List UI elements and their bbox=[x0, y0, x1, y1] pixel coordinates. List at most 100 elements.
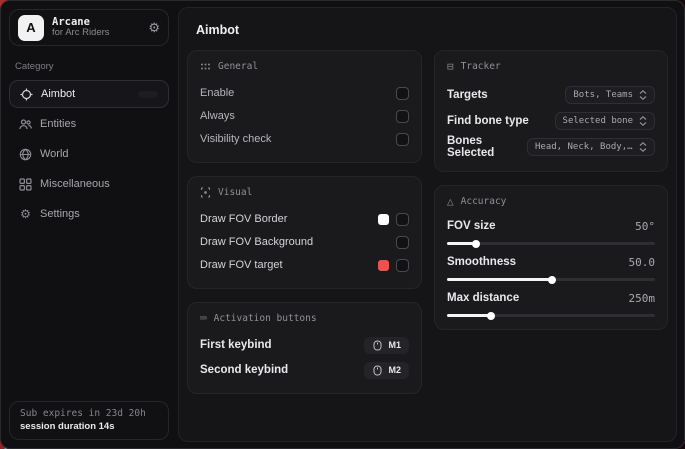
session-duration-text: session duration 14s bbox=[20, 421, 115, 432]
slider-group-smoothness: Smoothness 50.0 bbox=[447, 253, 655, 284]
setting-label: Draw FOV Border bbox=[200, 213, 288, 225]
dropdown-value: Head, Neck, Body, Pe... bbox=[535, 141, 633, 152]
keybind-value: M1 bbox=[388, 340, 401, 350]
keybind-button-first[interactable]: M1 bbox=[364, 336, 409, 354]
tracker-panel: ⊟ Tracker Targets Bots, Teams Fin bbox=[434, 50, 668, 172]
panel-title: Activation buttons bbox=[213, 313, 317, 324]
setting-row: Visibility check bbox=[200, 128, 409, 150]
accuracy-panel: △ Accuracy FOV size 50° bbox=[434, 185, 668, 330]
dropdown-find-bone-type[interactable]: Selected bone bbox=[554, 111, 655, 130]
general-panel: General Enable Always Visibility check bbox=[187, 50, 422, 163]
gear-icon: ⚙ bbox=[20, 207, 31, 221]
setting-label: Find bone type bbox=[447, 114, 529, 127]
dropdown-value: Bots, Teams bbox=[573, 89, 633, 100]
setting-row: Targets Bots, Teams bbox=[447, 82, 655, 107]
sidebar-item-entities[interactable]: Entities bbox=[9, 110, 169, 138]
slider-group-fov-size: FOV size 50° bbox=[447, 217, 655, 248]
triangle-icon: △ bbox=[447, 195, 454, 208]
setting-row: Draw FOV Background bbox=[200, 231, 409, 253]
setting-label: Draw FOV Background bbox=[200, 236, 314, 248]
grid-icon bbox=[19, 177, 32, 191]
main-panel: Aimbot General bbox=[178, 7, 677, 442]
dropdown-bones-selected[interactable]: Head, Neck, Body, Pe... bbox=[527, 137, 655, 156]
grid-dots-icon bbox=[200, 61, 211, 72]
sidebar-item-world[interactable]: World bbox=[9, 140, 169, 168]
keybind-value: M2 bbox=[388, 365, 401, 375]
setting-row: Draw FOV target bbox=[200, 254, 409, 276]
slider-smoothness[interactable] bbox=[447, 275, 655, 284]
sidebar-item-aimbot[interactable]: Aimbot bbox=[9, 80, 169, 108]
brand-subtitle: for Arc Riders bbox=[52, 27, 110, 39]
checkbox-enable[interactable] bbox=[396, 86, 409, 100]
unfold-icon bbox=[639, 89, 647, 100]
panel-title: Tracker bbox=[460, 61, 501, 72]
slider-label: Smoothness bbox=[447, 256, 517, 268]
keybind-hint bbox=[138, 90, 158, 98]
keyboard-icon: ⌨ bbox=[200, 312, 207, 325]
brand-title: Arcane bbox=[52, 16, 90, 28]
mouse-icon bbox=[373, 365, 382, 375]
setting-row: First keybind M1 bbox=[200, 334, 409, 356]
setting-row: Always bbox=[200, 105, 409, 127]
sidebar-item-label: Entities bbox=[40, 118, 77, 130]
brand-text: Arcane for Arc Riders bbox=[52, 16, 140, 39]
sub-expiry-text: Sub expires in 23d 20h bbox=[20, 408, 146, 419]
settings-gear-icon[interactable]: ⚙ bbox=[148, 20, 160, 35]
panel-title: General bbox=[218, 61, 259, 72]
subscription-card: Sub expires in 23d 20h session duration … bbox=[9, 401, 169, 440]
users-icon bbox=[19, 118, 32, 131]
sidebar-item-label: Aimbot bbox=[41, 88, 76, 100]
checkbox-draw-fov-background[interactable] bbox=[396, 235, 409, 249]
setting-label: Visibility check bbox=[200, 133, 272, 145]
setting-label: Bones Selected bbox=[447, 134, 495, 159]
setting-row: Find bone type Selected bone bbox=[447, 108, 655, 133]
slider-label: Max distance bbox=[447, 292, 520, 304]
setting-row: Second keybind M2 bbox=[200, 359, 409, 381]
unfold-icon bbox=[639, 141, 647, 152]
slider-max-distance[interactable] bbox=[447, 311, 655, 320]
sidebar-item-label: Miscellaneous bbox=[40, 178, 110, 190]
slider-value: 250m bbox=[628, 291, 656, 305]
sidebar-item-label: World bbox=[40, 148, 69, 160]
setting-label: Always bbox=[200, 110, 235, 122]
setting-label: Second keybind bbox=[200, 364, 289, 376]
slider-fov-size[interactable] bbox=[447, 239, 655, 248]
slider-thumb[interactable] bbox=[472, 239, 481, 248]
sidebar-nav: Aimbot Entities bbox=[9, 80, 169, 230]
brand-card: A Arcane for Arc Riders ⚙ bbox=[9, 9, 169, 46]
slider-thumb[interactable] bbox=[548, 275, 556, 284]
crosshair-icon bbox=[20, 88, 33, 101]
slider-thumb[interactable] bbox=[486, 311, 495, 320]
checkbox-always[interactable] bbox=[396, 109, 409, 123]
page-title: Aimbot bbox=[196, 23, 240, 37]
slider-value: 50° bbox=[635, 219, 655, 233]
setting-label: First keybind bbox=[200, 339, 272, 351]
checkbox-visibility-check[interactable] bbox=[396, 132, 409, 146]
slider-group-max-distance: Max distance 250m bbox=[447, 289, 656, 320]
setting-row: Bones Selected Head, Neck, Body, Pe... bbox=[447, 134, 655, 159]
brand-logo: A bbox=[18, 14, 44, 41]
category-label: Category bbox=[15, 61, 54, 72]
color-swatch-fov-target[interactable] bbox=[378, 259, 389, 271]
panel-title: Accuracy bbox=[460, 196, 507, 207]
sidebar-item-label: Settings bbox=[40, 208, 80, 220]
setting-label: Targets bbox=[447, 88, 488, 101]
checkbox-draw-fov-target[interactable] bbox=[396, 258, 409, 272]
color-swatch-fov-border[interactable] bbox=[378, 213, 389, 225]
sidebar-item-miscellaneous[interactable]: Miscellaneous bbox=[9, 170, 169, 198]
tracker-box-icon: ⊟ bbox=[447, 60, 454, 73]
panel-title: Visual bbox=[218, 187, 253, 198]
checkbox-draw-fov-border[interactable] bbox=[396, 212, 409, 226]
sidebar-item-settings[interactable]: ⚙ Settings bbox=[9, 200, 169, 228]
dropdown-targets[interactable]: Bots, Teams bbox=[565, 85, 655, 104]
setting-row: Draw FOV Border bbox=[200, 208, 409, 230]
setting-label: Draw FOV target bbox=[200, 259, 283, 271]
mouse-icon bbox=[373, 340, 382, 350]
sidebar: A Arcane for Arc Riders ⚙ Category Aimbo… bbox=[1, 1, 177, 448]
keybind-button-second[interactable]: M2 bbox=[364, 361, 409, 379]
slider-label: FOV size bbox=[447, 220, 496, 232]
eye-scan-icon bbox=[200, 187, 211, 198]
setting-label: Enable bbox=[200, 87, 235, 99]
unfold-icon bbox=[639, 115, 647, 126]
